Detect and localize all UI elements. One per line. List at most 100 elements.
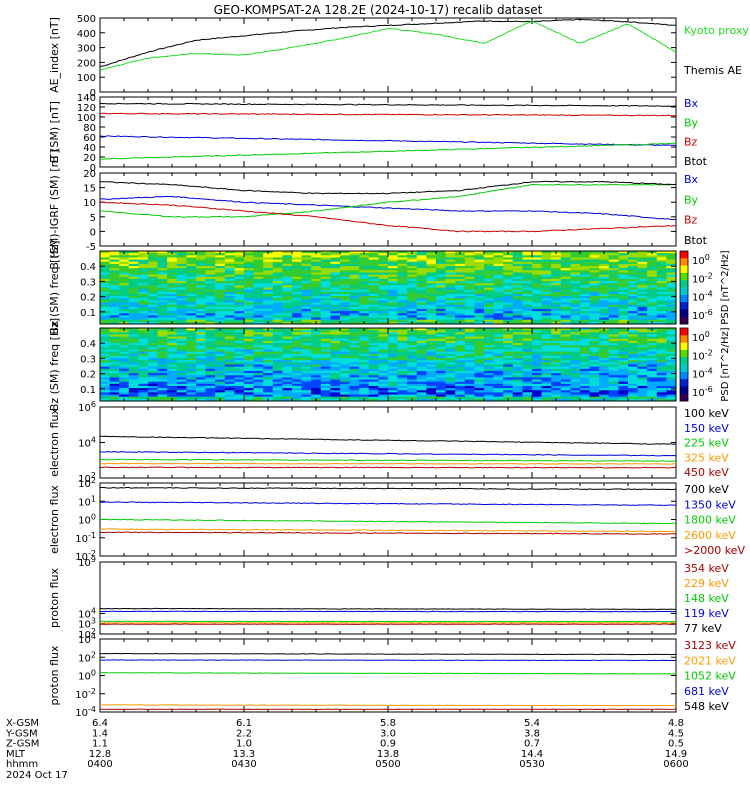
heatmap-cell [637,396,648,400]
heatmap-cell [484,364,495,368]
heatmap-cell [301,358,312,361]
heatmap-cell [436,276,447,280]
heatmap-cell [580,274,591,278]
heatmap-cell [570,381,581,385]
heatmap-cell [436,259,447,263]
y-tick-label: 103 [78,617,96,631]
heatmap-cell [388,338,399,342]
heatmap-cell [484,289,495,293]
heatmap-cell [359,388,370,391]
heatmap-cell [522,300,533,304]
heatmap-cell [436,366,447,370]
heatmap-cell [560,334,571,338]
heatmap-cell [551,377,562,381]
heatmap-cell [282,330,293,333]
heatmap-cell [512,315,523,319]
heatmap-cell [445,291,456,295]
heatmap-cell [426,364,437,368]
heatmap-cell [359,345,370,348]
heatmap-cell [340,388,351,391]
heatmap-cell [608,375,619,378]
heatmap-cell [656,270,667,273]
heatmap-cell [589,261,600,265]
heatmap-cell [541,253,552,256]
heatmap-cell [301,261,312,265]
heatmap-cell [599,381,610,385]
heatmap-cell [359,370,370,374]
heatmap-cell [493,321,504,325]
heatmap-cell [205,313,216,316]
heatmap-cell [570,351,581,355]
heatmap-cell [157,330,168,333]
heatmap-cell [493,392,504,396]
heatmap-cell [119,255,130,258]
heatmap-cell [541,291,552,295]
heatmap-cell [580,281,591,284]
heatmap-cell [474,364,485,368]
heatmap-cell [215,300,226,304]
heatmap-cell [148,377,159,381]
heatmap-cell [215,343,226,346]
heatmap-cell [503,336,514,340]
heatmap-cell [330,377,341,381]
heatmap-cell [455,385,466,389]
heatmap-cell [349,263,360,267]
heatmap-cell [196,276,207,280]
heatmap-cell [551,266,562,269]
heatmap-cell [244,311,255,314]
heatmap-cell [666,276,677,280]
heatmap-cell [407,257,418,261]
heatmap-cell [647,338,658,342]
heatmap-cell [196,304,207,308]
heatmap-cell [148,259,159,263]
heatmap-cell [196,306,207,310]
heatmap-cell [263,272,274,276]
heatmap-cell [148,398,159,402]
heatmap-cell [512,364,523,368]
heatmap-cell [426,251,437,254]
heatmap-cell [215,351,226,355]
heatmap-cell [407,334,418,338]
heatmap-cell [148,302,159,306]
heatmap-cell [196,364,207,368]
heatmap-cell [301,373,312,376]
heatmap-cell [512,360,523,363]
heatmap-cell [205,390,216,393]
heatmap-cell [244,293,255,297]
heatmap-cell [196,366,207,370]
heatmap-cell [455,368,466,372]
heatmap-cell [666,345,677,348]
heatmap-cell [503,293,514,297]
heatmap-cell [186,270,197,273]
y-axis-label: electron flux [48,485,61,554]
heatmap-cell [234,255,245,258]
heatmap-cell [359,281,370,284]
heatmap-cell [368,360,379,363]
heatmap-cell [618,340,629,344]
heatmap-cell [340,317,351,321]
heatmap-cell [263,330,274,333]
heatmap-cell [253,379,264,383]
heatmap-cell [445,304,456,308]
heatmap-cell [656,285,667,288]
heatmap-cell [484,351,495,355]
heatmap-cell [205,392,216,396]
heatmap-cell [426,373,437,376]
legend-label: 119 keV [684,607,729,620]
heatmap-cell [541,340,552,344]
heatmap-cell [205,291,216,295]
heatmap-cell [263,353,274,357]
heatmap-cell [205,266,216,269]
heatmap-cell [484,394,495,398]
heatmap-cell [541,394,552,398]
heatmap-cell [311,287,322,291]
colorbar-band [680,335,688,344]
heatmap-cell [426,375,437,378]
heatmap-cell [522,266,533,269]
heatmap-cell [359,263,370,267]
heatmap-cell [570,377,581,381]
heatmap-cell [253,296,264,299]
heatmap-cell [512,351,523,355]
heatmap-cell [589,281,600,284]
heatmap-cell [272,259,283,263]
